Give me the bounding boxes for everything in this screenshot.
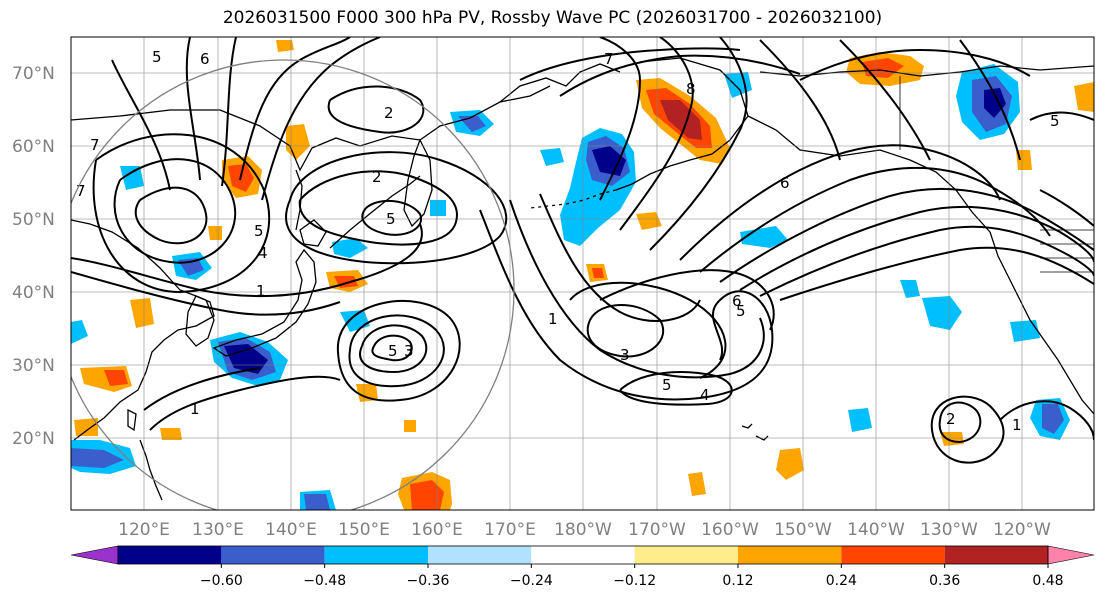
lon-label: 130°W bbox=[920, 520, 978, 540]
lon-label: 150°W bbox=[774, 520, 832, 540]
lat-label: 30°N bbox=[12, 356, 55, 376]
contour-label: 1 bbox=[548, 310, 558, 328]
pv-contours bbox=[71, 37, 1094, 464]
colorbar-segment bbox=[221, 546, 325, 564]
colorbar-tick-label: 0.36 bbox=[929, 573, 960, 589]
map-frame bbox=[70, 36, 1095, 511]
contour-label: 5 bbox=[152, 48, 162, 66]
lat-label: 40°N bbox=[12, 283, 55, 303]
colorbar-segment bbox=[428, 546, 532, 564]
contour-label: 1 bbox=[256, 282, 266, 300]
gridlines bbox=[71, 37, 1094, 510]
lon-label: 170°W bbox=[628, 520, 686, 540]
lon-label: 170°E bbox=[484, 520, 536, 540]
lon-label: 160°E bbox=[411, 520, 463, 540]
colorbar-segment bbox=[118, 546, 222, 564]
lat-label: 50°N bbox=[12, 210, 55, 230]
colorbar-segment bbox=[531, 546, 635, 564]
colorbar-extend-low bbox=[70, 545, 119, 565]
colorbar-tick-label: 0.24 bbox=[826, 573, 857, 589]
contour-label: 5 bbox=[388, 342, 398, 360]
contour-label: 6 bbox=[732, 292, 742, 310]
contour-label: 1 bbox=[190, 400, 200, 418]
contour-label: 5 bbox=[1050, 112, 1060, 130]
contour-label: 5 bbox=[662, 376, 672, 394]
lon-label: 120°W bbox=[993, 520, 1051, 540]
colorbar-tick-label: −0.36 bbox=[407, 573, 450, 589]
latitude-labels: 70°N 60°N 50°N 40°N 30°N 20°N bbox=[12, 64, 55, 449]
colorbar-frame bbox=[117, 545, 1049, 565]
colorbar-tick-label: 0.48 bbox=[1032, 573, 1063, 589]
contour-label: 7 bbox=[604, 50, 614, 68]
lat-label: 60°N bbox=[12, 137, 55, 157]
colorbar-tick-label: 0.12 bbox=[722, 573, 753, 589]
contour-label: 5 bbox=[736, 302, 746, 320]
lat-label: 70°N bbox=[12, 64, 55, 84]
colorbar-segment bbox=[738, 546, 842, 564]
coastlines bbox=[71, 57, 1094, 501]
positive-anomaly-shading bbox=[74, 40, 1094, 510]
colorbar-segment bbox=[944, 546, 1048, 564]
colorbar-tick-label: −0.60 bbox=[200, 573, 243, 589]
contour-label: 2 bbox=[384, 104, 394, 122]
negative-anomaly-shading bbox=[71, 64, 1070, 510]
contour-labels: 5 6 7 7 2 5 1 2 5 4 3 5 1 3 5 4 6 5 8 1 … bbox=[76, 48, 1060, 434]
colorbar-extend-high bbox=[1047, 545, 1095, 565]
longitude-labels: 120°E 130°E 140°E 150°E 160°E 170°E 180°… bbox=[118, 520, 1051, 540]
contour-label: 5 bbox=[254, 222, 264, 240]
colorbar-tick-label: −0.48 bbox=[303, 573, 346, 589]
contour-label: 5 bbox=[386, 210, 396, 228]
contour-label: 8 bbox=[686, 80, 696, 98]
colorbar-segment bbox=[634, 546, 738, 564]
lon-label: 120°E bbox=[118, 520, 170, 540]
contour-label: 4 bbox=[700, 386, 710, 404]
contour-label: 7 bbox=[90, 136, 100, 154]
contour-label: 2 bbox=[372, 168, 382, 186]
lat-label: 20°N bbox=[12, 429, 55, 449]
lon-label: 140°W bbox=[847, 520, 905, 540]
map-plot-area: 5 6 7 7 2 5 1 2 5 4 3 5 1 3 5 4 6 5 8 1 … bbox=[71, 37, 1094, 510]
lon-label: 140°E bbox=[265, 520, 317, 540]
contour-label: 7 bbox=[76, 182, 86, 200]
colorbar: −0.60 −0.48 −0.36 −0.24 −0.12 0.12 0.24 0.36 0.4… bbox=[70, 545, 1095, 589]
colorbar-segment bbox=[841, 546, 945, 564]
colorbar-tick-label: −0.12 bbox=[613, 573, 656, 589]
contour-label: 3 bbox=[404, 342, 414, 360]
reference-circle bbox=[71, 59, 515, 510]
contour-label: 2 bbox=[946, 410, 956, 428]
colorbar-tick-label: −0.24 bbox=[510, 573, 553, 589]
lon-label: 160°W bbox=[701, 520, 759, 540]
lon-label: 150°E bbox=[338, 520, 390, 540]
lon-label: 130°E bbox=[192, 520, 244, 540]
contour-label: 6 bbox=[780, 174, 790, 192]
contour-label: 3 bbox=[620, 346, 630, 364]
contour-label: 6 bbox=[200, 50, 210, 68]
colorbar-segment bbox=[324, 546, 428, 564]
map-title: 2026031500 F000 300 hPa PV, Rossby Wave … bbox=[222, 8, 883, 28]
lon-label: 180°W bbox=[554, 520, 612, 540]
contour-label: 4 bbox=[258, 244, 268, 262]
contour-label: 1 bbox=[1012, 416, 1022, 434]
